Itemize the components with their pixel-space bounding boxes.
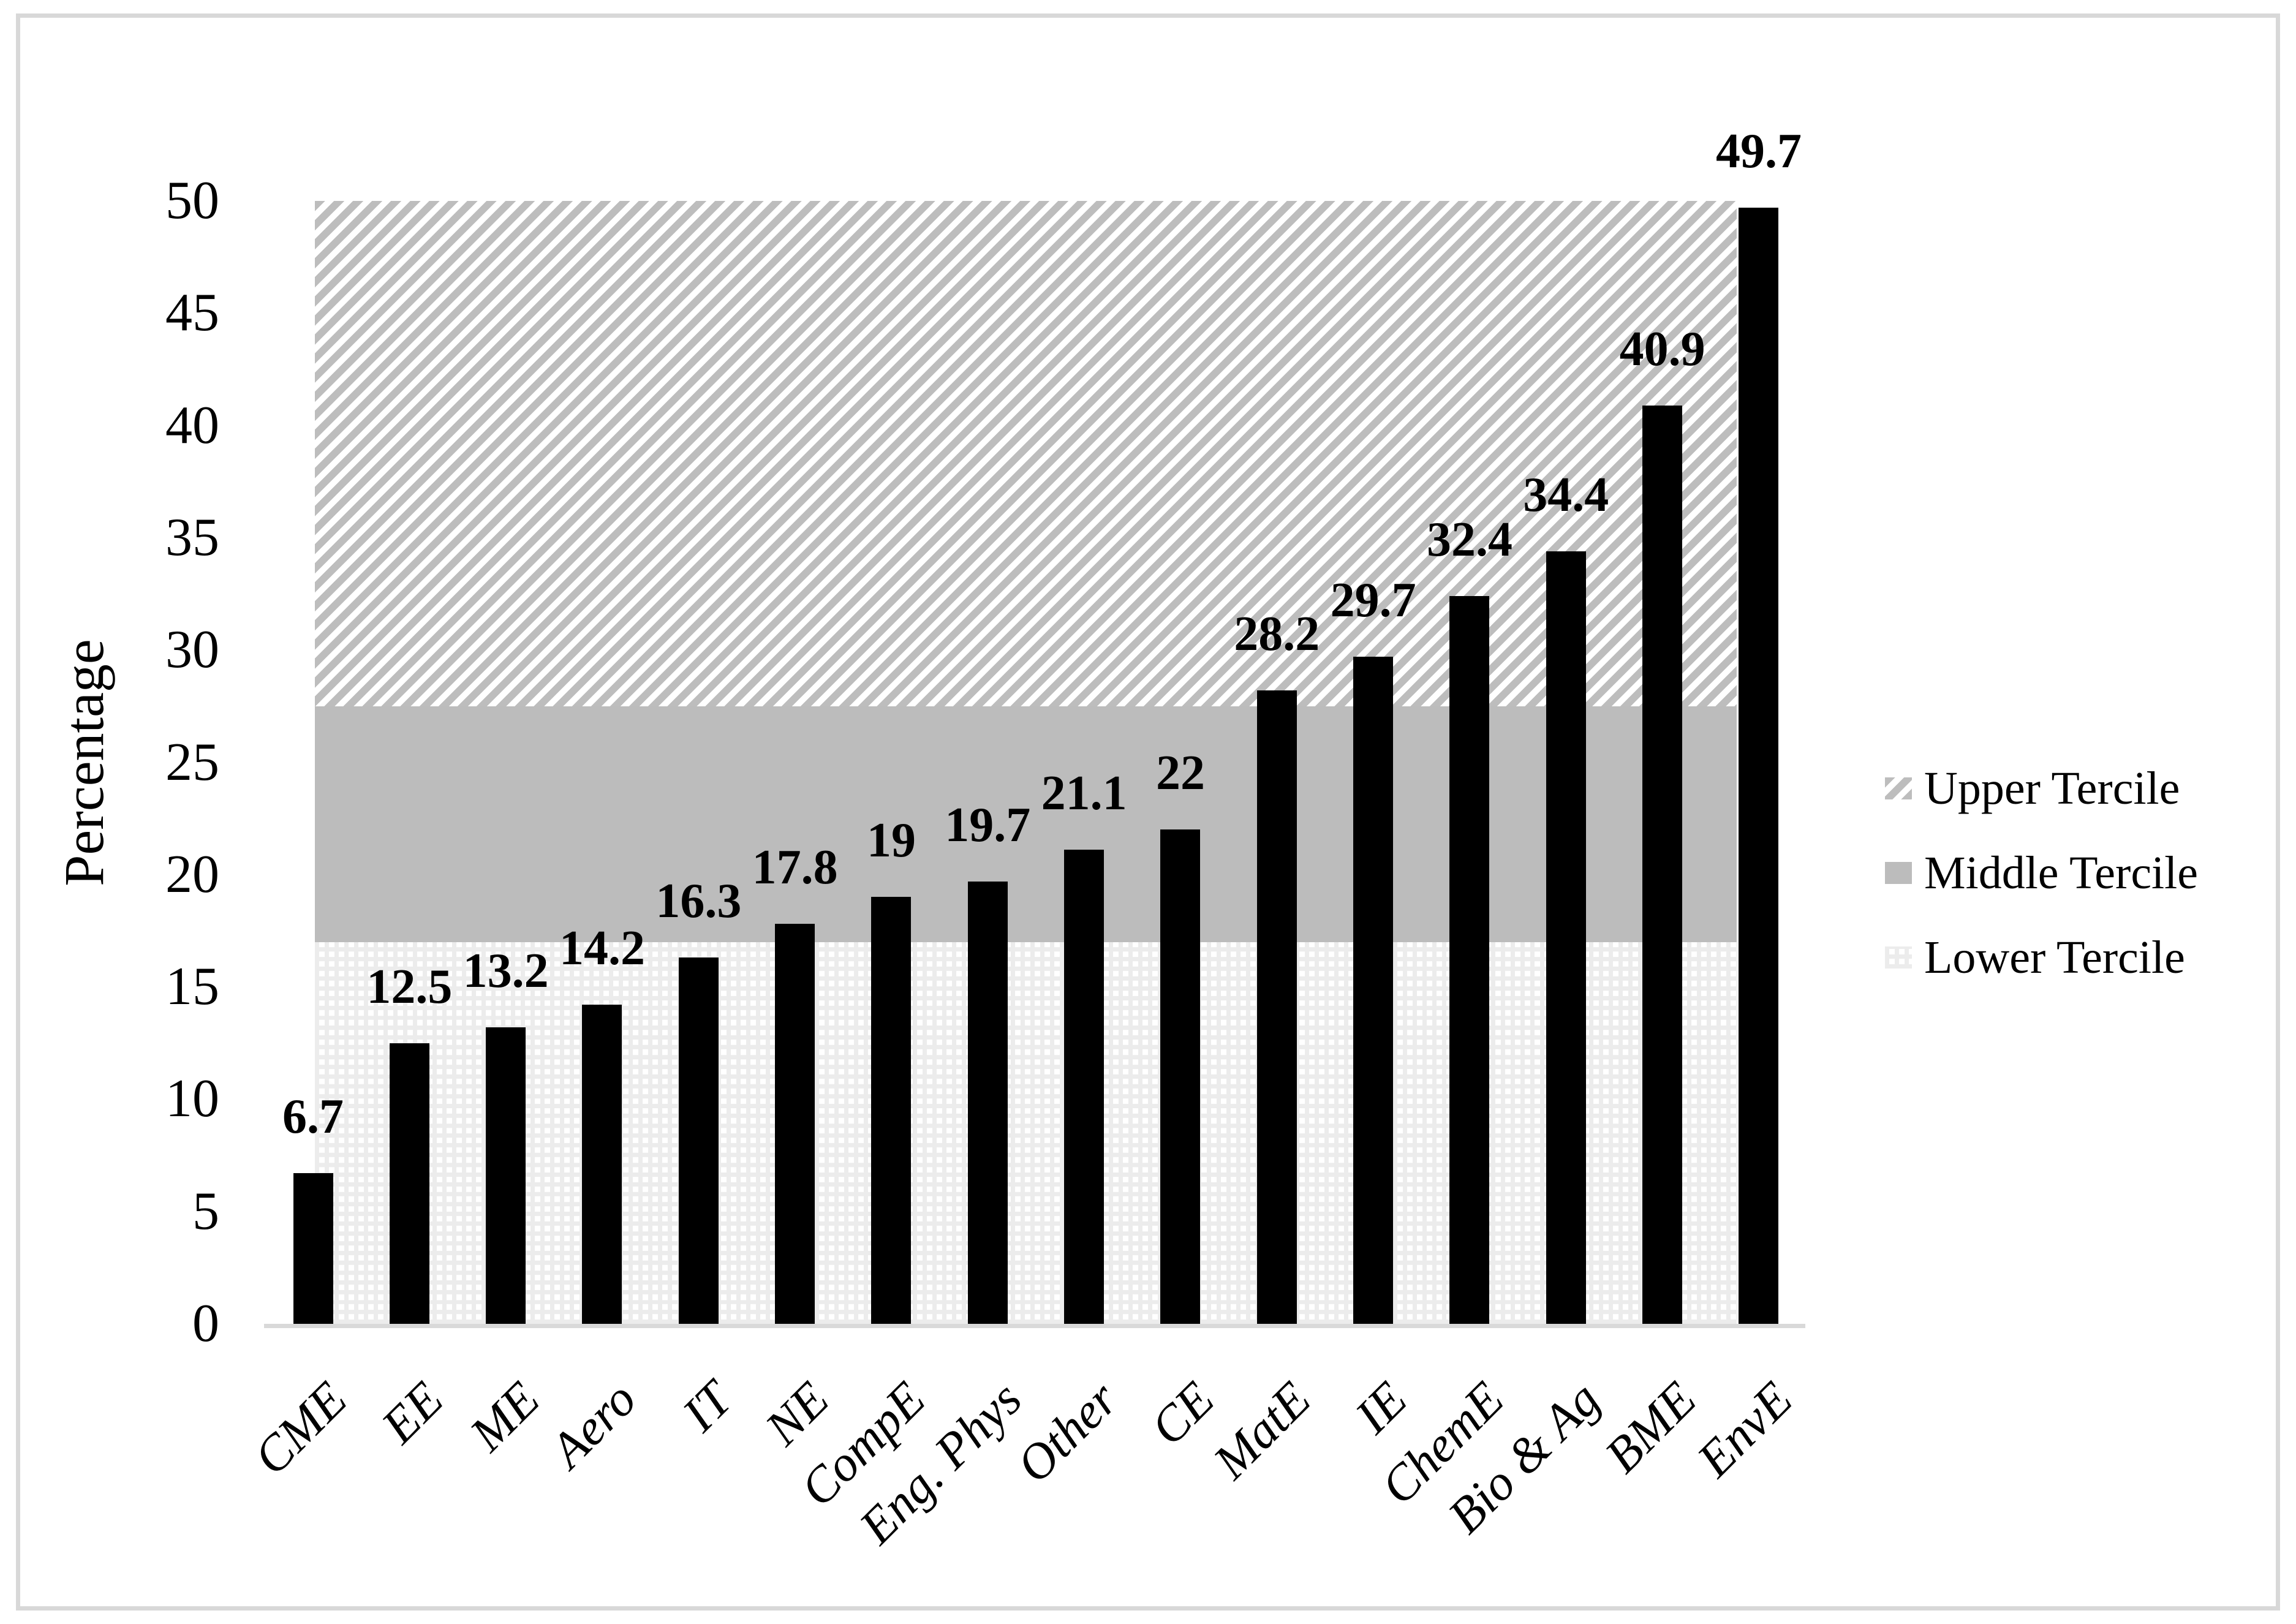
- legend-item-middle-tercile: Middle Tercile: [1885, 848, 2198, 897]
- bar-value-label: 40.9: [1619, 322, 1705, 376]
- bar: [1256, 690, 1297, 1324]
- bar-value-label: 14.2: [559, 921, 645, 976]
- bar-value-label: 16.3: [655, 874, 742, 929]
- bar: [1546, 551, 1586, 1324]
- y-axis-tick-label: 15: [165, 957, 219, 1017]
- bar: [1642, 405, 1683, 1324]
- y-axis-tick-label: 10: [165, 1069, 219, 1129]
- bar: [871, 897, 912, 1324]
- bar-value-label: 12.5: [366, 959, 453, 1014]
- y-axis-title: Percentage: [53, 639, 115, 886]
- bar: [486, 1027, 526, 1324]
- bar: [678, 957, 719, 1324]
- legend-label: Middle Tercile: [1924, 847, 2199, 899]
- y-axis-tick-label: 0: [192, 1294, 219, 1353]
- bar-value-label: 22: [1155, 746, 1205, 801]
- bar: [967, 881, 1008, 1324]
- bar-value-label: 21.1: [1041, 766, 1127, 821]
- bar: [1449, 596, 1490, 1324]
- tercile-band-solid: [315, 706, 1737, 942]
- y-axis-tick-label: 5: [192, 1181, 219, 1241]
- y-axis-tick-label: 20: [165, 844, 219, 904]
- y-axis-tick-label: 45: [165, 283, 219, 343]
- chart-border: [16, 13, 2280, 1611]
- bar: [1064, 850, 1105, 1324]
- bar-value-label: 6.7: [282, 1090, 344, 1144]
- bar-value-label: 32.4: [1426, 513, 1512, 567]
- tercile-band-dots: [315, 942, 1737, 1324]
- bar-value-label: 29.7: [1330, 573, 1416, 628]
- bar: [1353, 657, 1394, 1324]
- legend-item-lower-tercile: Lower Tercile: [1885, 933, 2185, 982]
- y-axis-tick-label: 30: [165, 620, 219, 680]
- dots-pattern-swatch: [1885, 946, 1912, 969]
- bar-value-label: 17.8: [752, 840, 838, 895]
- bar: [775, 924, 815, 1324]
- legend-item-upper-tercile: Upper Tercile: [1885, 764, 2180, 813]
- bar-value-label: 28.2: [1234, 607, 1320, 662]
- legend-label: Lower Tercile: [1924, 932, 2185, 983]
- hatch-pattern-swatch: [1885, 777, 1912, 799]
- bar: [389, 1043, 429, 1324]
- bar: [293, 1173, 333, 1324]
- x-axis-line: [264, 1324, 1805, 1328]
- bar: [1739, 207, 1779, 1324]
- y-axis-tick-label: 40: [165, 395, 219, 455]
- tercile-band-hatch: [315, 201, 1737, 706]
- bar-value-label: 19: [866, 814, 916, 868]
- bar-value-label: 19.7: [945, 798, 1031, 852]
- solid-pattern-swatch: [1885, 862, 1912, 884]
- y-axis-tick-label: 25: [165, 732, 219, 792]
- bar-value-label: 34.4: [1523, 467, 1609, 522]
- bar-value-label: 49.7: [1715, 124, 1802, 178]
- y-axis-tick-label: 50: [165, 171, 219, 230]
- y-axis-tick-label: 35: [165, 507, 219, 567]
- bar: [1160, 829, 1201, 1324]
- bar: [582, 1005, 622, 1324]
- legend-label: Upper Tercile: [1924, 763, 2180, 814]
- bar-value-label: 13.2: [463, 944, 549, 999]
